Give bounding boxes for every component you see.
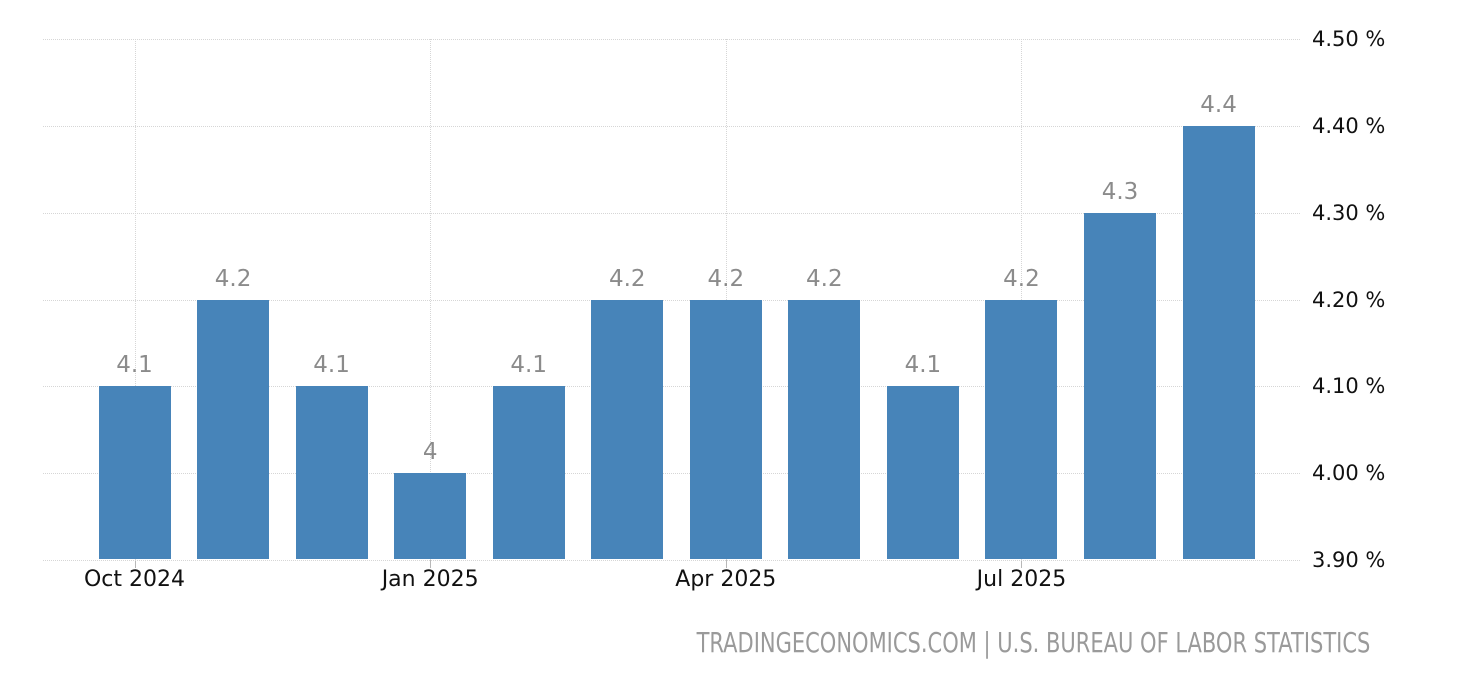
bar-value-label: 4.3	[1101, 178, 1139, 205]
bar-apr-2025[interactable]	[689, 299, 762, 559]
y-gridline	[43, 299, 1300, 301]
y-gridline	[43, 212, 1300, 214]
bar-value-label: 4.2	[1003, 265, 1040, 292]
bar-aug-2025[interactable]	[1084, 212, 1156, 559]
x-axis-tick-label: Jan 2025	[381, 567, 479, 592]
bar-value-label: 4.2	[214, 265, 252, 292]
y-axis-tick-label: 4.10 %	[1312, 374, 1386, 399]
y-axis-tick-label: 4.30 %	[1312, 200, 1386, 225]
bar-mar-2025[interactable]	[591, 299, 664, 559]
bar-value-label: 4.2	[707, 265, 745, 292]
bar-value-label: 4.1	[313, 352, 350, 379]
y-axis-tick-label: 4.50 %	[1312, 27, 1386, 51]
bar-value-label: 4.4	[1200, 91, 1237, 118]
y-axis-tick-label: 4.40 %	[1312, 113, 1386, 138]
bar-jan-2025[interactable]	[394, 473, 467, 559]
y-axis-tick-label: 3.90 %	[1312, 548, 1386, 572]
x-axis-tick-label: Apr 2025	[675, 567, 777, 592]
y-axis-tick-label: 4.00 %	[1312, 461, 1386, 486]
attribution-text: TRADINGECONOMICS.COM | U.S. BUREAU OF LA…	[696, 626, 1370, 659]
bar-value-label: 4.1	[904, 352, 942, 379]
bar-sep-2025[interactable]	[1182, 125, 1255, 559]
bar-value-label: 4.1	[510, 352, 547, 379]
x-axis-tick	[1021, 560, 1023, 568]
bar-oct-2024[interactable]	[98, 386, 171, 559]
bar-value-label: 4.2	[806, 265, 843, 292]
x-gridline	[430, 39, 432, 560]
bar-jul-2025[interactable]	[985, 299, 1058, 559]
bar-may-2025[interactable]	[788, 299, 861, 559]
y-gridline	[43, 473, 1300, 475]
x-axis-tick	[725, 560, 727, 568]
x-axis-tick-label: Oct 2024	[83, 567, 186, 592]
y-axis-tick-label: 4.20 %	[1312, 287, 1386, 312]
x-axis-tick	[134, 560, 136, 568]
x-axis-tick	[430, 560, 432, 568]
x-gridline	[134, 39, 136, 560]
bar-feb-2025[interactable]	[492, 386, 565, 559]
bar-dec-2024[interactable]	[295, 386, 368, 559]
bar-value-label: 4.1	[116, 352, 153, 379]
bar-value-label: 4.2	[608, 265, 646, 292]
bar-jun-2025[interactable]	[886, 386, 959, 559]
y-gridline	[43, 560, 1300, 561]
y-gridline	[43, 125, 1300, 127]
y-gridline	[43, 386, 1300, 388]
y-gridline	[43, 39, 1300, 40]
x-axis-tick-label: Jul 2025	[976, 567, 1067, 592]
bar-value-label: 4	[422, 439, 438, 466]
bar-nov-2024[interactable]	[197, 299, 270, 559]
